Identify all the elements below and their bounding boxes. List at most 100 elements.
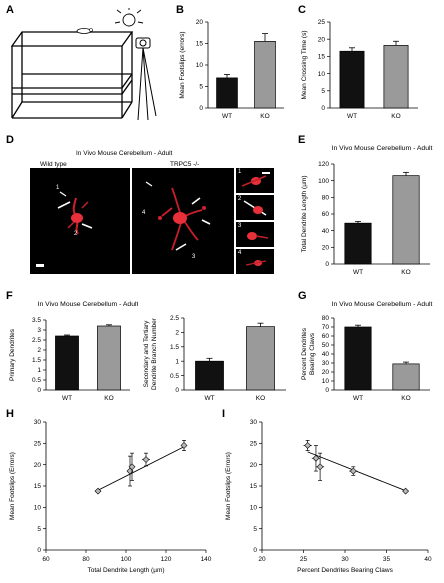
knockout-micrograph: 4 3 (132, 168, 234, 274)
y-tick-label: 5 (37, 526, 41, 533)
camera-on-tripod-icon (135, 37, 157, 121)
bar (195, 360, 224, 391)
y-tick-label: 30 (250, 419, 258, 426)
x-tick-label: KO (401, 395, 410, 402)
chart-mean-crossing-time: 0 5 10 15 20 25 Mean Crossing Time (s) WT KO (301, 19, 418, 120)
y-tick-label: 10 (318, 71, 326, 78)
y-tick-label: 3 (37, 327, 41, 334)
panel-letter-d: D (6, 134, 14, 146)
x-axis-label: Total Dendrite Length (µm) (87, 567, 164, 574)
y-tick-label: 20 (250, 462, 258, 469)
bar (392, 175, 420, 265)
chart-footslips-vs-claws: 0 5 10 15 20 25 30 Mean Footslips (Errors) 20 25 3… (225, 419, 432, 574)
y-tick-label: 1 (37, 367, 41, 374)
y-tick-label: 0 (321, 105, 325, 112)
y-tick-label: 1.5 (32, 357, 41, 364)
y-tick-label: 100 (318, 178, 329, 185)
y-tick-label: 120 (318, 161, 329, 168)
chart-footslips-vs-length: 0 5 10 15 20 25 30 Mean Footslips (Errors) 60 80 1… (9, 419, 212, 574)
data-point (180, 442, 188, 449)
y-tick-label: 2 (37, 347, 41, 354)
bar (344, 326, 372, 391)
panel-letter-b: B (176, 4, 184, 16)
x-tick-label: KO (401, 269, 410, 276)
data-point (128, 463, 136, 471)
y-tick-label: 25 (34, 441, 42, 448)
y-axis-label: Mean Footslips (Errors) (9, 452, 16, 520)
y-tick-label: 40 (322, 351, 330, 358)
y-axis-label: Bearing Claws (309, 332, 316, 375)
wt-marker-1: 1 (56, 185, 60, 191)
panel-letter-a: A (6, 4, 14, 16)
chart-total-dendrite-length: In Vivo Mouse Cerebellum - Adult 0 20 40 60 8… (301, 145, 433, 276)
chart-title: In Vivo Mouse Cerebellum - Adult (332, 301, 433, 308)
x-tick-label: 25 (300, 556, 308, 563)
y-tick-label: 80 (322, 315, 330, 322)
x-tick-label: 35 (383, 556, 391, 563)
y-axis-label: Mean Footslips (errors) (179, 31, 186, 98)
y-tick-label: 5 (321, 88, 325, 95)
y-tick-label: 15 (196, 41, 204, 48)
panel-d-title: In Vivo Mouse Cerebellum - Adult (76, 150, 173, 157)
panel-letter-g: G (298, 290, 307, 302)
ko-marker-3: 3 (192, 254, 196, 260)
y-tick-label: 15 (318, 54, 326, 61)
panel-letter-c: C (298, 4, 306, 16)
y-tick-label: 0 (37, 547, 41, 554)
x-tick-label: KO (391, 113, 400, 120)
y-tick-label: 60 (322, 211, 330, 218)
wildtype-micrograph: 1 2 (30, 168, 130, 274)
y-tick-label: 1 (175, 358, 179, 365)
y-tick-label: 1.5 (170, 344, 179, 351)
bar (216, 77, 238, 109)
x-tick-label: 140 (201, 556, 212, 563)
y-tick-label: 0.5 (170, 373, 179, 380)
y-tick-label: 10 (250, 505, 258, 512)
y-tick-label: 25 (250, 441, 258, 448)
x-tick-label: 60 (42, 556, 50, 563)
y-axis-label: Percent Dendrites (301, 327, 308, 380)
chart-title: In Vivo Mouse Cerebellum - Adult (38, 301, 138, 308)
y-tick-label: 50 (322, 342, 330, 349)
x-tick-label: WT (353, 395, 363, 402)
x-tick-label: WT (204, 395, 214, 402)
bar (55, 335, 79, 391)
x-tick-label: 30 (341, 556, 349, 563)
bar (344, 222, 372, 265)
x-tick-label: 100 (121, 556, 132, 563)
x-tick-label: WT (347, 113, 357, 120)
bar (339, 50, 365, 109)
x-tick-label: 20 (258, 556, 266, 563)
chart-title: In Vivo Mouse Cerebellum - Adult (332, 145, 433, 152)
y-tick-label: 0 (175, 387, 179, 394)
fit-line (97, 446, 185, 491)
panel-letter-f: F (6, 290, 13, 302)
panel-d-wildtype-label: Wild type (40, 161, 67, 168)
x-tick-label: KO (104, 395, 113, 402)
y-tick-label: 10 (34, 505, 42, 512)
y-tick-label: 20 (322, 369, 330, 376)
data-point (349, 467, 357, 475)
y-tick-label: 0.5 (32, 377, 41, 384)
data-point (142, 456, 150, 463)
inset-4-label: 4 (238, 250, 242, 256)
y-tick-label: 70 (322, 324, 330, 331)
y-tick-label: 20 (322, 245, 330, 252)
y-tick-label: 40 (322, 228, 330, 235)
y-tick-label: 30 (34, 419, 42, 426)
chart-primary-dendrites: In Vivo Mouse Cerebellum - Adult 0 0.5 1 1.5… (9, 301, 138, 402)
data-point (316, 463, 324, 471)
y-tick-label: 5 (199, 84, 203, 91)
bar (254, 41, 276, 109)
y-tick-label: 5 (253, 526, 257, 533)
data-point (304, 442, 312, 449)
chart-mean-footslips: 0 5 10 15 20 Mean Footslips (errors) WT KO (179, 19, 284, 120)
y-tick-label: 20 (196, 19, 204, 26)
bar (392, 363, 420, 391)
y-tick-label: 30 (322, 360, 330, 367)
x-tick-label: WT (353, 269, 363, 276)
y-tick-label: 15 (250, 483, 258, 490)
y-tick-label: 20 (318, 36, 326, 43)
y-tick-label: 2.5 (170, 315, 179, 322)
x-tick-label: 40 (424, 556, 432, 563)
